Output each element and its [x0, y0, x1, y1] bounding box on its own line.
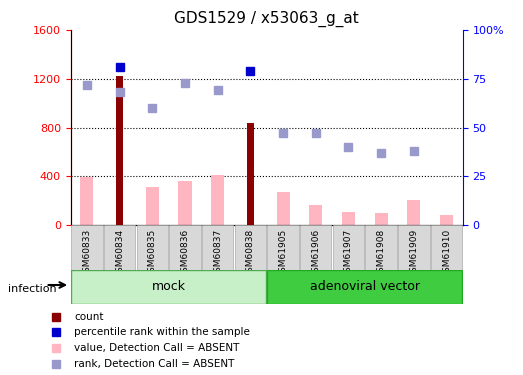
Text: adenoviral vector: adenoviral vector [310, 280, 420, 293]
Bar [71, 270, 266, 304]
Bar [71, 225, 103, 270]
Bar [235, 225, 266, 270]
Text: percentile rank within the sample: percentile rank within the sample [74, 327, 250, 337]
Bar [431, 225, 462, 270]
Bar [440, 215, 453, 225]
Bar [398, 225, 429, 270]
Bar [300, 225, 332, 270]
Bar [202, 225, 233, 270]
Text: GSM60837: GSM60837 [213, 229, 222, 278]
Text: GSM60838: GSM60838 [246, 229, 255, 278]
Bar [116, 76, 123, 225]
Bar [211, 175, 224, 225]
Bar [407, 200, 420, 225]
Text: GSM61908: GSM61908 [377, 229, 385, 278]
Bar [374, 213, 388, 225]
Bar [81, 177, 94, 225]
Text: GSM61906: GSM61906 [311, 229, 320, 278]
Title: GDS1529 / x53063_g_at: GDS1529 / x53063_g_at [174, 11, 359, 27]
Text: count: count [74, 312, 104, 322]
Text: GSM61907: GSM61907 [344, 229, 353, 278]
Bar [247, 123, 254, 225]
Text: mock: mock [152, 280, 186, 293]
Text: GSM61909: GSM61909 [410, 229, 418, 278]
Text: GSM60835: GSM60835 [148, 229, 157, 278]
Bar [146, 187, 159, 225]
Bar [137, 225, 168, 270]
Bar [267, 270, 462, 304]
Text: GSM61910: GSM61910 [442, 229, 451, 278]
Bar [333, 225, 364, 270]
Text: GSM60834: GSM60834 [115, 229, 124, 278]
Text: GSM60833: GSM60833 [83, 229, 92, 278]
Bar [366, 225, 397, 270]
Bar [309, 205, 322, 225]
Text: GSM61905: GSM61905 [279, 229, 288, 278]
Bar [267, 225, 299, 270]
Bar [277, 192, 290, 225]
Bar [104, 225, 135, 270]
Text: GSM60836: GSM60836 [180, 229, 189, 278]
Bar [178, 181, 191, 225]
Bar [169, 225, 201, 270]
Text: value, Detection Call = ABSENT: value, Detection Call = ABSENT [74, 343, 240, 353]
Text: infection: infection [8, 284, 56, 294]
Text: rank, Detection Call = ABSENT: rank, Detection Call = ABSENT [74, 358, 234, 369]
Bar [342, 211, 355, 225]
